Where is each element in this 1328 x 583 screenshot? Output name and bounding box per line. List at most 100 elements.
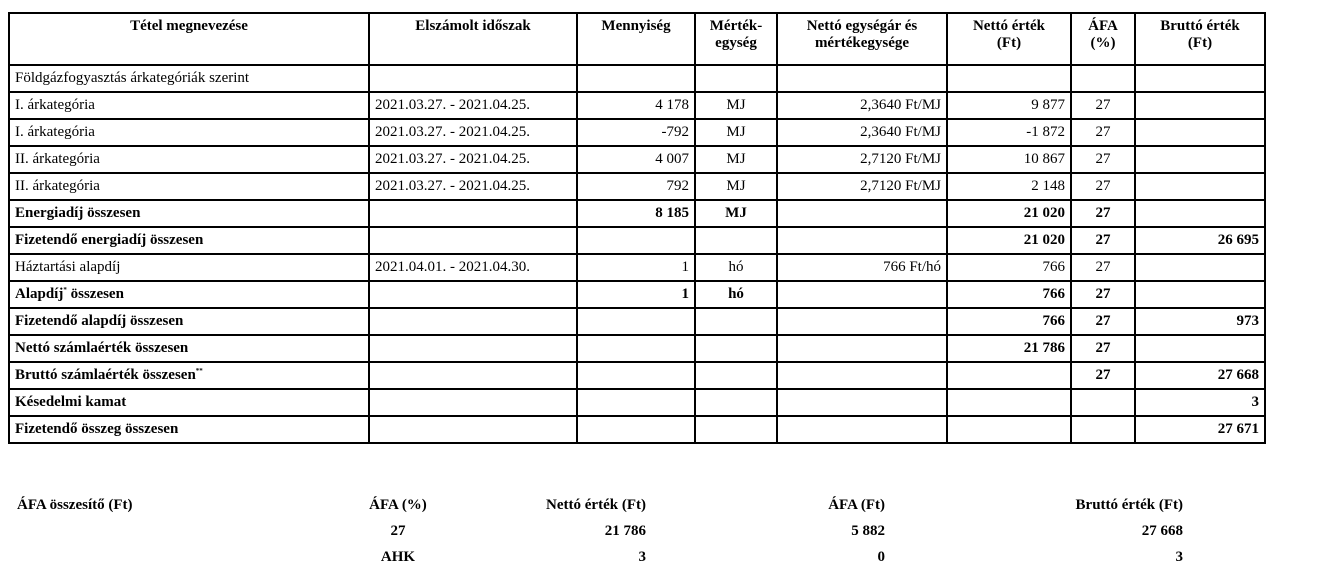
table-cell (1134, 172, 1266, 201)
table-cell: 26 695 (1134, 226, 1266, 255)
footnote-mark: * (63, 286, 67, 294)
table-cell (946, 415, 1072, 444)
table-cell: MJ (694, 172, 778, 201)
table-cell: 27 (1070, 118, 1136, 147)
table-cell: 792 (576, 172, 696, 201)
table-row: Késedelmi kamat 3 (8, 388, 1266, 417)
table-cell (776, 415, 948, 444)
cell-text: Bruttó számlaérték összesen (15, 367, 196, 383)
summary-cell: 27 (390, 523, 406, 539)
table-cell: 3 (1134, 388, 1266, 417)
table-row: I. árkategória 2021.03.27. - 2021.04.25. -… (8, 118, 1266, 147)
table-cell (776, 280, 948, 309)
table-cell (576, 307, 696, 336)
table-cell (776, 226, 948, 255)
column-header: Nettó érték (Ft) (946, 12, 1072, 66)
table-cell: Fizetendő alapdíj összesen (8, 307, 370, 336)
table-row: Energiadíj összesen 8 185 MJ 21 020 27 (8, 199, 1266, 228)
table-cell: 10 867 (946, 145, 1072, 174)
table-cell (368, 307, 578, 336)
table-cell (368, 388, 578, 417)
table-row: Bruttó számlaérték összesen** 27 27 668 (8, 361, 1266, 390)
table-cell: 4 178 (576, 91, 696, 120)
table-cell (368, 361, 578, 390)
table-cell (368, 199, 578, 228)
table-cell: 27 (1070, 199, 1136, 228)
table-cell: 27 (1070, 334, 1136, 363)
column-header: Mennyiség (576, 12, 696, 66)
table-cell: -792 (576, 118, 696, 147)
table-cell: 4 007 (576, 145, 696, 174)
table-cell: Késedelmi kamat (8, 388, 370, 417)
table-cell (694, 361, 778, 390)
table-cell: Nettó számlaérték összesen (8, 334, 370, 363)
table-cell: II. árkategória (8, 172, 370, 201)
table-cell (576, 226, 696, 255)
table-cell: II. árkategória (8, 145, 370, 174)
table-cell (776, 199, 948, 228)
table-cell: 21 786 (946, 334, 1072, 363)
table-cell (1070, 415, 1136, 444)
table-cell (946, 64, 1072, 93)
table-cell: 21 020 (946, 226, 1072, 255)
table-cell: 27 (1070, 226, 1136, 255)
table-cell: 27 (1070, 145, 1136, 174)
table-cell (1070, 388, 1136, 417)
column-header: Tétel megnevezése (8, 12, 370, 66)
table-cell (1134, 118, 1266, 147)
table-cell: 2021.03.27. - 2021.04.25. (368, 118, 578, 147)
table-cell (368, 280, 578, 309)
footnote-mark: ** (195, 367, 203, 375)
table-row: II. árkategória 2021.03.27. - 2021.04.25.… (8, 172, 1266, 201)
table-cell (776, 361, 948, 390)
table-cell (1134, 91, 1266, 120)
table-cell: hó (694, 280, 778, 309)
table-cell (694, 415, 778, 444)
table-row: Alapdíj* összesen 1 hó 766 27 (8, 280, 1266, 309)
summary-cell: 21 786 (604, 523, 646, 539)
invoice-table: Tétel megnevezése Elszámolt időszak Mennyi… (8, 12, 1266, 444)
summary-header: ÁFA (Ft) (828, 497, 885, 513)
table-cell (1134, 280, 1266, 309)
table-cell (368, 334, 578, 363)
table-cell: 973 (1134, 307, 1266, 336)
table-cell (1134, 253, 1266, 282)
table-cell (694, 226, 778, 255)
table-row: Nettó számlaérték összesen 21 786 27 (8, 334, 1266, 363)
table-cell: I. árkategória (8, 118, 370, 147)
table-cell: Földgázfogyasztás árkategóriák szerint (8, 64, 370, 93)
table-cell: 766 Ft/hó (776, 253, 948, 282)
table-cell (694, 64, 778, 93)
table-cell: 27 (1070, 253, 1136, 282)
table-cell (576, 415, 696, 444)
table-cell: Háztartási alapdíj (8, 253, 370, 282)
summary-header: Nettó érték (Ft) (546, 497, 646, 513)
table-cell: Bruttó számlaérték összesen** (8, 361, 370, 390)
table-cell: hó (694, 253, 778, 282)
column-header: Mérték- egység (694, 12, 778, 66)
table-cell: 8 185 (576, 199, 696, 228)
table-cell: MJ (694, 91, 778, 120)
table-cell (694, 307, 778, 336)
table-cell: Fizetendő energiadíj összesen (8, 226, 370, 255)
table-cell: 766 (946, 253, 1072, 282)
table-cell (694, 388, 778, 417)
table-cell: 27 (1070, 361, 1136, 390)
table-cell (576, 64, 696, 93)
table-row: II. árkategória 2021.03.27. - 2021.04.25.… (8, 145, 1266, 174)
column-header: Elszámolt időszak (368, 12, 578, 66)
table-cell: Alapdíj* összesen (8, 280, 370, 309)
table-cell: 2,3640 Ft/MJ (776, 91, 948, 120)
table-cell (1134, 64, 1266, 93)
table-cell (576, 334, 696, 363)
table-cell: 27 671 (1134, 415, 1266, 444)
header-row: Tétel megnevezése Elszámolt időszak Mennyi… (8, 12, 1266, 66)
table-cell (776, 334, 948, 363)
cell-text: összesen (66, 286, 124, 302)
table-cell: 9 877 (946, 91, 1072, 120)
table-row: Földgázfogyasztás árkategóriák szerint (8, 64, 1266, 93)
table-cell: Energiadíj összesen (8, 199, 370, 228)
table-cell (1134, 334, 1266, 363)
summary-cell: 3 (1175, 549, 1184, 565)
